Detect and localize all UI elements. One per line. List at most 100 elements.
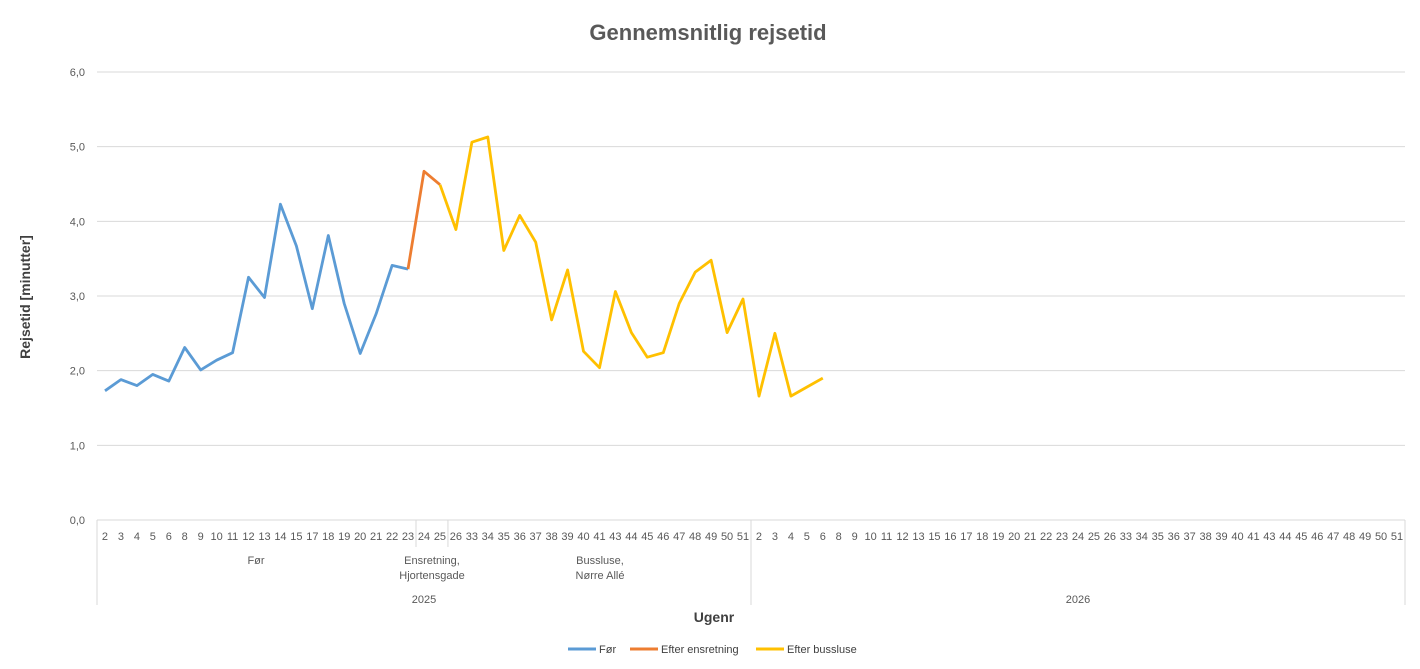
x-tick-label: 34	[482, 531, 494, 543]
phase-label: Før	[247, 555, 264, 567]
x-tick-label: 3	[118, 531, 124, 543]
y-axis-title: Rejsetid [minutter]	[17, 235, 33, 359]
year-label: 2026	[1066, 594, 1090, 606]
x-tick-label: 6	[166, 531, 172, 543]
x-tick-label: 45	[641, 531, 653, 543]
phase-label: Bussluse,	[576, 555, 624, 567]
x-tick-label: 40	[577, 531, 589, 543]
x-tick-label: 35	[498, 531, 510, 543]
x-tick-label: 39	[1215, 531, 1227, 543]
x-tick-label: 46	[1311, 531, 1323, 543]
x-tick-label: 44	[1279, 531, 1291, 543]
x-axis-title: Ugenr	[694, 609, 735, 625]
x-tick-label: 24	[1072, 531, 1084, 543]
x-tick-label: 2	[756, 531, 762, 543]
x-tick-label: 20	[354, 531, 366, 543]
x-tick-label: 19	[992, 531, 1004, 543]
y-tick-label: 0,0	[70, 515, 85, 527]
phase-label: Ensretning,	[404, 555, 460, 567]
x-tick-label: 22	[1040, 531, 1052, 543]
legend-label: Før	[599, 644, 616, 656]
x-tick-label: 36	[514, 531, 526, 543]
x-tick-label: 22	[386, 531, 398, 543]
x-tick-label: 5	[804, 531, 810, 543]
x-tick-label: 49	[705, 531, 717, 543]
x-tick-label: 4	[788, 531, 794, 543]
x-tick-label: 15	[928, 531, 940, 543]
x-tick-label: 21	[1024, 531, 1036, 543]
x-tick-label: 10	[211, 531, 223, 543]
x-tick-label: 18	[322, 531, 334, 543]
x-tick-label: 43	[1263, 531, 1275, 543]
x-tick-label: 51	[1391, 531, 1403, 543]
series-line	[438, 135, 824, 398]
x-tick-label: 37	[530, 531, 542, 543]
x-tick-label: 20	[1008, 531, 1020, 543]
x-tick-label: 38	[545, 531, 557, 543]
x-tick-label: 46	[657, 531, 669, 543]
x-tick-label: 50	[721, 531, 733, 543]
x-tick-label: 51	[737, 531, 749, 543]
x-tick-label: 5	[150, 531, 156, 543]
x-tick-label: 47	[673, 531, 685, 543]
x-tick-label: 3	[772, 531, 778, 543]
x-tick-label: 24	[418, 531, 430, 543]
x-tick-label: 47	[1327, 531, 1339, 543]
x-tick-label: 49	[1359, 531, 1371, 543]
x-tick-label: 12	[896, 531, 908, 543]
x-tick-label: 33	[1120, 531, 1132, 543]
x-tick-label: 11	[881, 531, 892, 543]
x-tick-label: 9	[852, 531, 858, 543]
x-tick-label: 44	[625, 531, 637, 543]
x-tick-label: 21	[370, 531, 382, 543]
x-tick-label: 48	[689, 531, 701, 543]
x-tick-label: 10	[865, 531, 877, 543]
phase-label: Nørre Allé	[576, 570, 625, 582]
x-axis: 2 3 4 5 6 8 9 10 11 12 13 14 15 17 18 19 20 21 22 23 24 25 26 3…	[96, 519, 1406, 606]
x-tick-label: 17	[960, 531, 972, 543]
x-tick-label: 19	[338, 531, 350, 543]
x-tick-label: 41	[1247, 531, 1259, 543]
x-tick-label: 23	[402, 531, 414, 543]
x-tick-label: 36	[1168, 531, 1180, 543]
x-tick-label: 9	[198, 531, 204, 543]
y-tick-label: 1,0	[70, 440, 85, 452]
x-tick-label: 6	[820, 531, 826, 543]
x-tick-label: 23	[1056, 531, 1068, 543]
x-tick-label: 48	[1343, 531, 1355, 543]
legend-label: Efter bussluse	[787, 644, 857, 656]
x-tick-label: 26	[450, 531, 462, 543]
x-tick-label: 18	[976, 531, 988, 543]
chart-title: Gennemsnitlig rejsetid	[589, 20, 826, 45]
x-tick-label: 11	[227, 531, 238, 543]
x-tick-label: 43	[609, 531, 621, 543]
series-line	[406, 169, 441, 270]
x-tick-label: 8	[182, 531, 188, 543]
phase-label: Hjortensgade	[399, 570, 464, 582]
y-tick-label: 5,0	[70, 142, 85, 154]
x-tick-label: 13	[258, 531, 270, 543]
legend: Før Efter ensretning Efter bussluse	[568, 644, 857, 656]
x-tick-label: 4	[134, 531, 140, 543]
x-tick-label: 40	[1231, 531, 1243, 543]
x-tick-label: 17	[306, 531, 318, 543]
x-tick-label: 35	[1152, 531, 1164, 543]
x-tick-label: 33	[466, 531, 478, 543]
x-tick-label: 26	[1104, 531, 1116, 543]
x-tick-label: 16	[944, 531, 956, 543]
x-tick-label: 25	[1088, 531, 1100, 543]
y-tick-label: 3,0	[70, 291, 85, 303]
y-tick-label: 4,0	[70, 216, 85, 228]
x-tick-label: 38	[1199, 531, 1211, 543]
x-tick-label: 39	[561, 531, 573, 543]
x-tick-label: 41	[593, 531, 605, 543]
y-tick-label: 6,0	[70, 67, 85, 79]
series-lines	[104, 135, 824, 398]
series-line	[104, 202, 409, 392]
y-tick-label: 2,0	[70, 366, 85, 378]
x-tick-label: 13	[912, 531, 924, 543]
x-tick-label: 8	[836, 531, 842, 543]
